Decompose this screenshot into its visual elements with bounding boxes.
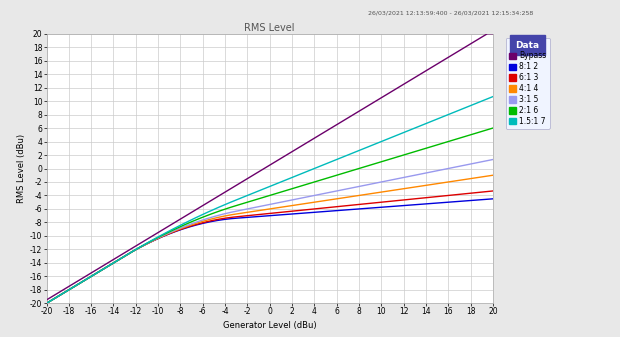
8:1 2 <box>233 216 241 220</box>
8:1 2 <box>94 271 101 275</box>
4:1 4 <box>214 215 221 219</box>
3:1 5 <box>214 214 221 218</box>
Bypass <box>480 34 488 38</box>
1.5:1 7 <box>480 98 488 102</box>
Line: 8:1 2: 8:1 2 <box>46 199 493 303</box>
2:1 6 <box>120 254 128 258</box>
1.5:1 7 <box>94 271 101 275</box>
Legend: Bypass, 8:1 2, 6:1 3, 4:1 4, 3:1 5, 2:1 6, 1.5:1 7: Bypass, 8:1 2, 6:1 3, 4:1 4, 3:1 5, 2:1 … <box>506 37 550 129</box>
2:1 6 <box>489 126 497 130</box>
6:1 3 <box>432 195 440 199</box>
1.5:1 7 <box>214 206 221 210</box>
Bypass <box>432 63 440 67</box>
8:1 2 <box>120 254 128 258</box>
1.5:1 7 <box>489 95 497 99</box>
Bypass <box>120 251 128 255</box>
3:1 5 <box>94 271 101 275</box>
8:1 2 <box>43 301 50 305</box>
6:1 3 <box>489 189 497 193</box>
Bypass <box>43 298 50 302</box>
4:1 4 <box>233 212 241 216</box>
2:1 6 <box>432 143 440 147</box>
8:1 2 <box>432 201 440 205</box>
2:1 6 <box>233 203 241 207</box>
8:1 2 <box>480 197 488 202</box>
Bypass <box>214 194 221 198</box>
6:1 3 <box>214 217 221 221</box>
Line: 3:1 5: 3:1 5 <box>46 159 493 303</box>
6:1 3 <box>233 215 241 219</box>
1.5:1 7 <box>120 254 128 258</box>
2:1 6 <box>43 301 50 305</box>
2:1 6 <box>94 271 101 275</box>
Text: 26/03/2021 12:13:59:400 - 26/03/2021 12:15:34:258: 26/03/2021 12:13:59:400 - 26/03/2021 12:… <box>368 10 533 15</box>
Line: Bypass: Bypass <box>46 34 493 300</box>
2:1 6 <box>214 210 221 214</box>
Bypass <box>484 32 491 36</box>
6:1 3 <box>120 254 128 258</box>
Bypass <box>489 32 497 36</box>
4:1 4 <box>43 301 50 305</box>
4:1 4 <box>120 254 128 258</box>
1.5:1 7 <box>432 118 440 122</box>
6:1 3 <box>43 301 50 305</box>
3:1 5 <box>120 254 128 258</box>
Line: 2:1 6: 2:1 6 <box>46 128 493 303</box>
Y-axis label: RMS Level (dBu): RMS Level (dBu) <box>17 134 26 203</box>
8:1 2 <box>489 197 497 201</box>
Title: RMS Level: RMS Level <box>244 23 295 33</box>
4:1 4 <box>480 175 488 179</box>
6:1 3 <box>94 271 101 275</box>
3:1 5 <box>43 301 50 305</box>
1.5:1 7 <box>43 301 50 305</box>
Bypass <box>94 267 101 271</box>
3:1 5 <box>233 209 241 213</box>
X-axis label: Generator Level (dBu): Generator Level (dBu) <box>223 320 317 330</box>
Bypass <box>233 183 241 187</box>
8:1 2 <box>214 218 221 222</box>
6:1 3 <box>480 190 488 194</box>
Line: 4:1 4: 4:1 4 <box>46 175 493 303</box>
3:1 5 <box>432 169 440 173</box>
2:1 6 <box>480 129 488 133</box>
Line: 1.5:1 7: 1.5:1 7 <box>46 97 493 303</box>
3:1 5 <box>480 159 488 163</box>
1.5:1 7 <box>233 197 241 202</box>
4:1 4 <box>489 173 497 177</box>
Line: 6:1 3: 6:1 3 <box>46 191 493 303</box>
4:1 4 <box>94 271 101 275</box>
4:1 4 <box>432 182 440 186</box>
3:1 5 <box>489 157 497 161</box>
